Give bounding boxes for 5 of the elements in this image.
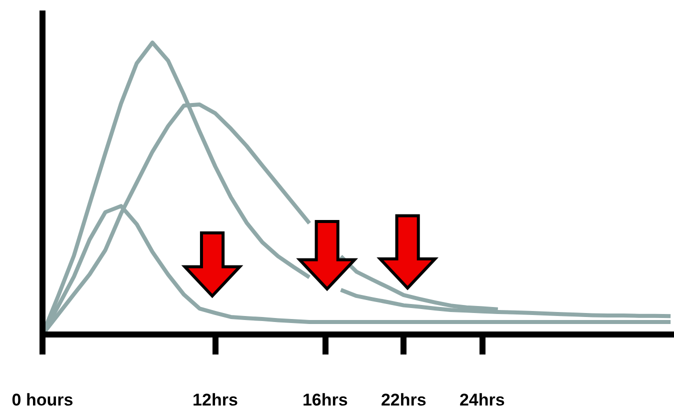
x-tick-label: 0 hours <box>12 390 74 410</box>
x-tick-label: 24hrs <box>459 390 505 410</box>
x-tick-label: 12hrs <box>192 390 238 410</box>
x-tick-label: 16hrs <box>302 390 348 410</box>
x-tick-label: 22hrs <box>380 390 426 410</box>
